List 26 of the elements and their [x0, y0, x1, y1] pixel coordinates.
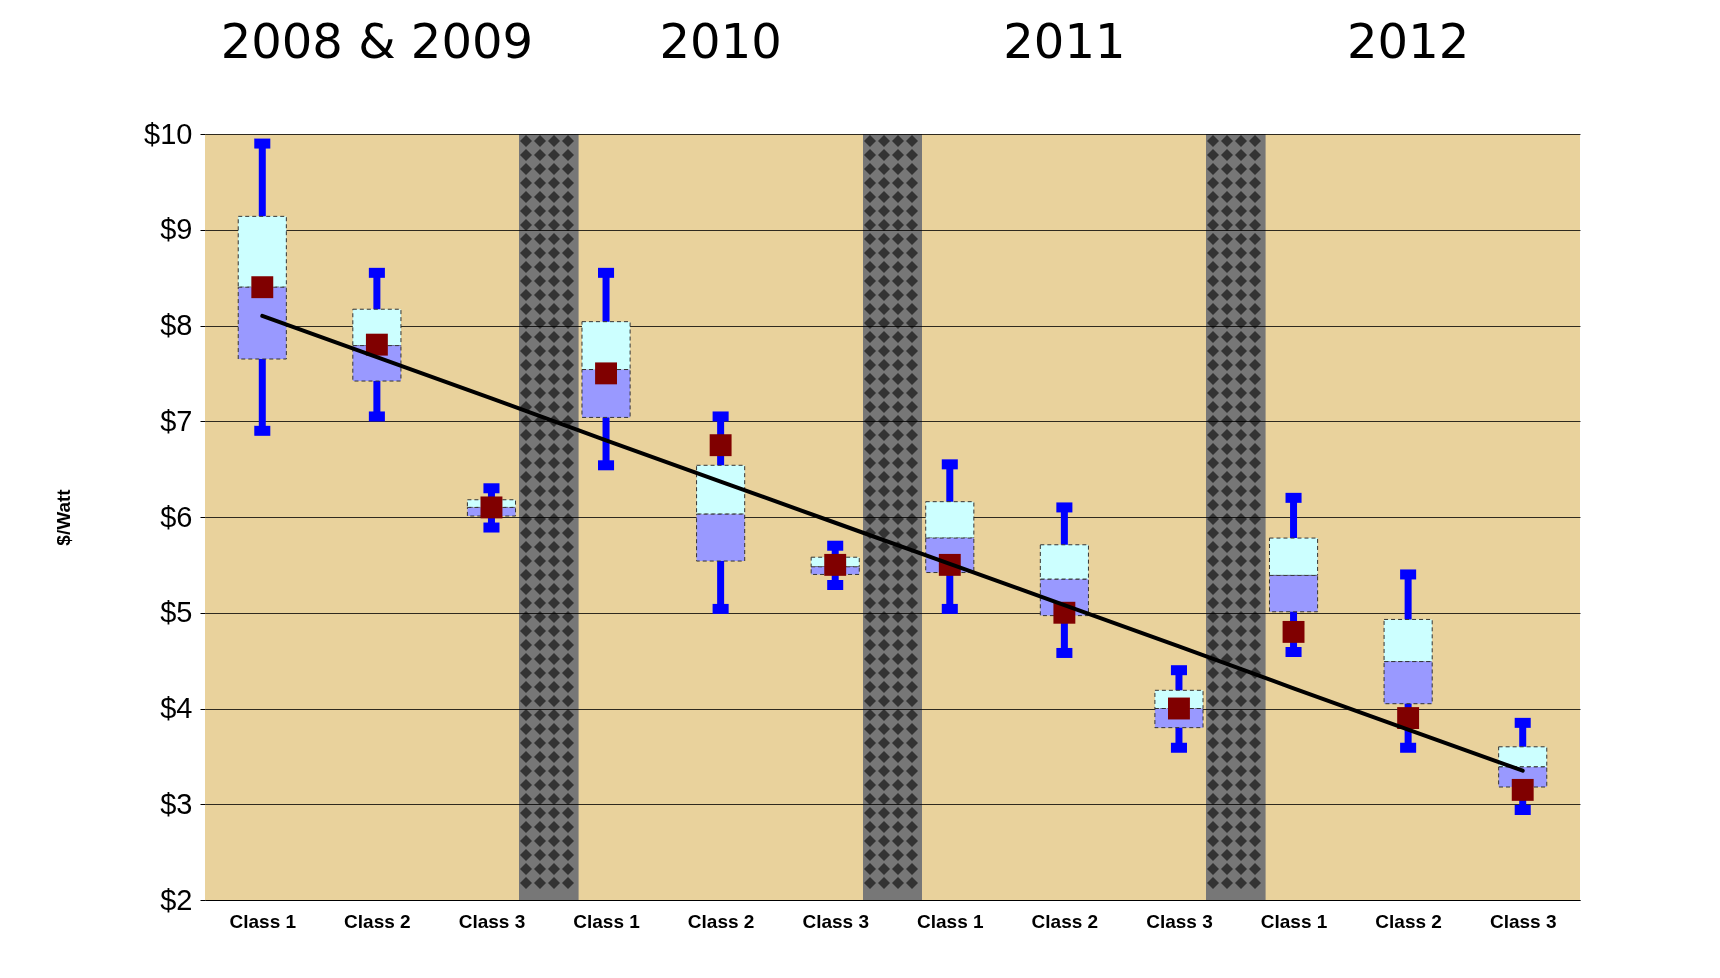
y-tick-label: $2 [160, 883, 193, 916]
x-tick-label: Class 2 [1031, 910, 1099, 932]
y-tick-label: $7 [160, 404, 193, 437]
x-tick-label: Class 1 [1260, 910, 1328, 932]
y-axis-title: $/Watt [53, 488, 75, 546]
y-tick-label: $10 [144, 117, 193, 150]
x-tick-label: Class 2 [1375, 910, 1442, 932]
x-tick-label: Class 2 [344, 910, 411, 932]
x-tick-label: Class 1 [917, 910, 984, 932]
x-tick-label: Class 3 [458, 910, 526, 932]
y-tick-label: $6 [160, 500, 193, 533]
y-tick-label: $9 [160, 213, 193, 246]
text: 2010 [659, 13, 782, 69]
x-tick-label: Class 3 [802, 910, 869, 932]
y-tick-label: $4 [160, 692, 193, 724]
x-tick-label: Class 3 [1489, 910, 1557, 932]
y-tick-label: $5 [160, 596, 193, 629]
x-tick-label: Class 2 [687, 910, 755, 932]
x-tick-label: Class 3 [1146, 910, 1213, 932]
y-tick-label: $8 [160, 309, 193, 341]
text: 2008 & 2009 [220, 13, 534, 69]
text: 2012 [1347, 13, 1470, 69]
x-tick-label: Class 1 [573, 910, 641, 932]
y-tick-label: $3 [160, 787, 193, 820]
text: 2011 [1003, 13, 1126, 69]
x-tick-label: Class 1 [229, 910, 297, 932]
